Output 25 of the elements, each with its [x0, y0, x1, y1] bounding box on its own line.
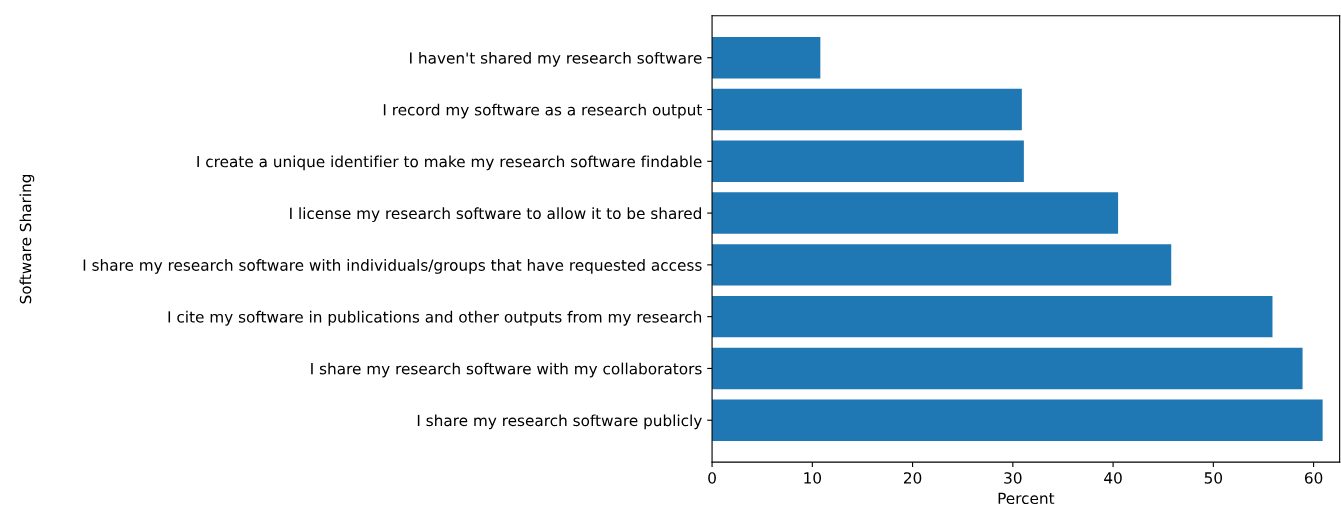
- y-tick-label: I share my research software with my collaborators: [311, 362, 702, 378]
- x-axis-title: Percent: [998, 492, 1055, 505]
- x-tick-label: 20: [903, 472, 922, 484]
- x-tick-label: 60: [1304, 472, 1323, 484]
- bar: [712, 140, 1024, 183]
- y-tick-label: I license my research software to allow it to be shared: [290, 207, 701, 223]
- bar: [712, 399, 1323, 441]
- bar: [712, 88, 1022, 131]
- y-axis-title: Software Sharing: [19, 174, 35, 304]
- bar: [712, 192, 1119, 234]
- y-tick-label: I create a unique identifier to make my research software findable: [197, 155, 702, 171]
- y-tick-label: I record my software as a research output: [383, 103, 702, 119]
- x-tick-label: 10: [804, 472, 822, 484]
- bar: [712, 295, 1273, 338]
- y-tick-label: I share my research software publicly: [417, 414, 702, 430]
- bar: [712, 347, 1303, 390]
- y-tick-label: I haven't shared my research software: [410, 51, 702, 67]
- x-tick-label: 40: [1104, 472, 1122, 484]
- bar: [712, 244, 1172, 286]
- y-tick-label: I cite my software in publications and other outputs from my research: [168, 310, 702, 326]
- x-tick-label: 50: [1204, 472, 1223, 484]
- y-tick-label: I share my research software with individuals/groups that have requested access: [83, 259, 702, 274]
- bar: [712, 37, 821, 79]
- x-tick-label: 30: [1004, 472, 1022, 484]
- x-tick-label: 0: [708, 472, 716, 484]
